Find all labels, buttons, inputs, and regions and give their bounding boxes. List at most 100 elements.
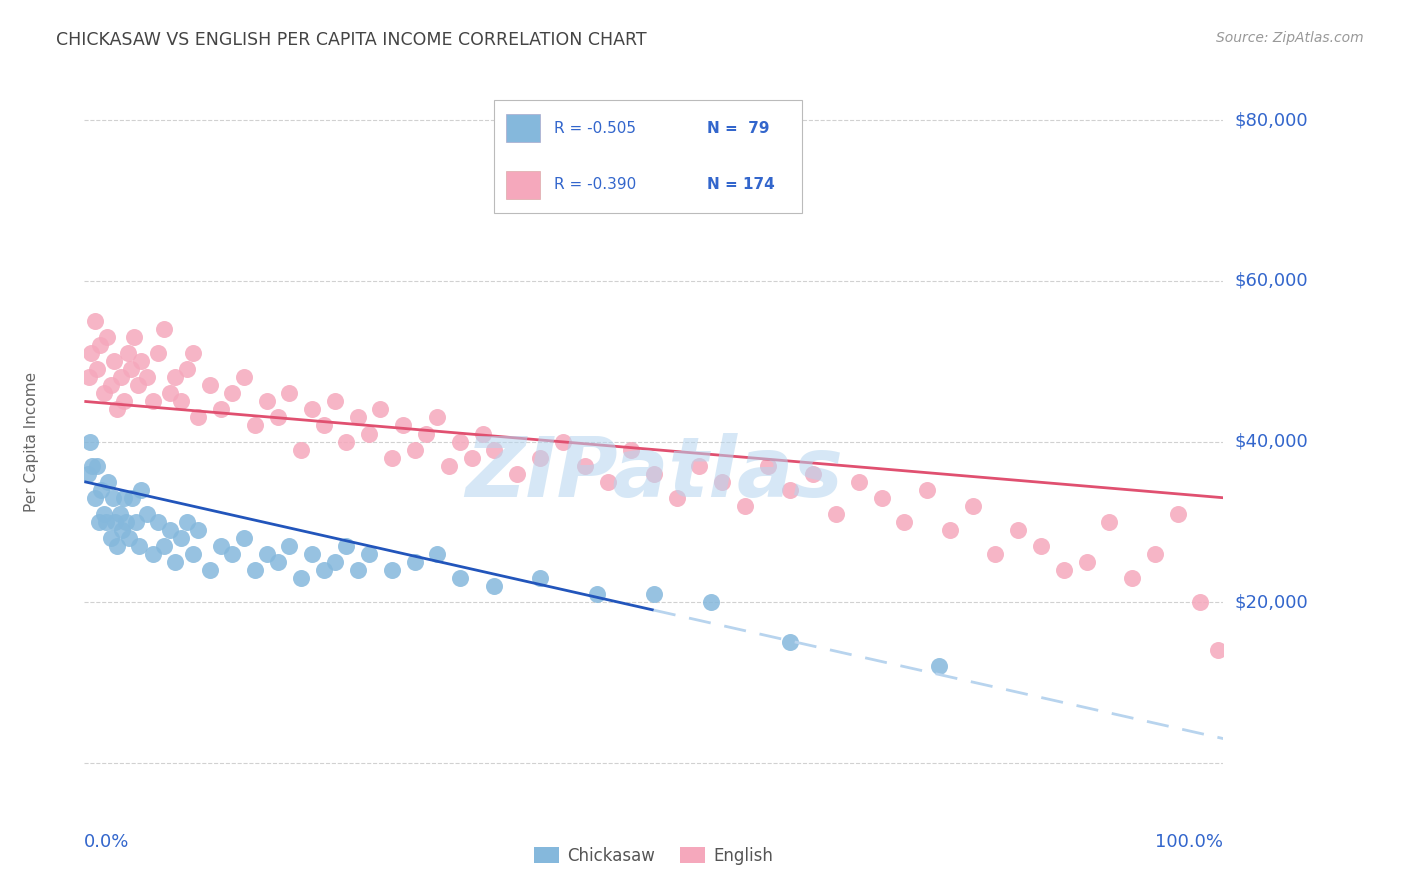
Point bbox=[915, 483, 938, 497]
Point bbox=[103, 354, 125, 368]
Point bbox=[278, 386, 301, 401]
Point bbox=[335, 539, 357, 553]
Point bbox=[256, 394, 278, 409]
Point bbox=[529, 571, 551, 585]
Point bbox=[1076, 555, 1098, 569]
Point bbox=[110, 370, 132, 384]
Point bbox=[108, 507, 131, 521]
Point bbox=[170, 394, 193, 409]
Point bbox=[112, 491, 135, 505]
Point bbox=[198, 563, 221, 577]
Point bbox=[301, 402, 323, 417]
Point bbox=[893, 515, 915, 529]
Point bbox=[112, 394, 135, 409]
Point bbox=[209, 539, 232, 553]
Point bbox=[159, 523, 181, 537]
Point bbox=[825, 507, 848, 521]
Text: ZIPatlas: ZIPatlas bbox=[465, 434, 842, 514]
Point bbox=[232, 370, 254, 384]
Point bbox=[79, 434, 101, 449]
Point bbox=[97, 475, 120, 489]
Point bbox=[93, 386, 115, 401]
Point bbox=[245, 418, 267, 433]
Point bbox=[121, 491, 143, 505]
Point bbox=[848, 475, 870, 489]
Point bbox=[346, 410, 368, 425]
Point bbox=[1206, 643, 1229, 657]
Point bbox=[90, 483, 112, 497]
Point bbox=[392, 418, 415, 433]
Point bbox=[187, 523, 209, 537]
Point bbox=[984, 547, 1007, 561]
Point bbox=[86, 458, 108, 473]
Point bbox=[127, 378, 149, 392]
Point bbox=[148, 346, 170, 360]
Point bbox=[100, 378, 122, 392]
Point bbox=[460, 450, 482, 465]
Point bbox=[301, 547, 323, 561]
Text: $20,000: $20,000 bbox=[1234, 593, 1308, 611]
Point bbox=[83, 491, 105, 505]
Point bbox=[426, 410, 449, 425]
Text: R = -0.390: R = -0.390 bbox=[554, 178, 636, 192]
Text: R = -0.505: R = -0.505 bbox=[554, 121, 636, 136]
Point bbox=[278, 539, 301, 553]
Text: N = 174: N = 174 bbox=[707, 178, 775, 192]
Point bbox=[83, 314, 105, 328]
Bar bbox=[506, 114, 540, 143]
Point bbox=[267, 410, 290, 425]
Point bbox=[335, 434, 357, 449]
Point bbox=[187, 410, 209, 425]
Point bbox=[221, 386, 243, 401]
Point bbox=[779, 483, 801, 497]
Point bbox=[312, 418, 335, 433]
Point bbox=[1167, 507, 1189, 521]
Point bbox=[346, 563, 368, 577]
Point bbox=[598, 475, 620, 489]
Point bbox=[142, 547, 165, 561]
Point bbox=[1189, 595, 1212, 609]
Point bbox=[711, 475, 734, 489]
Point bbox=[586, 587, 609, 601]
Point bbox=[529, 450, 551, 465]
Point bbox=[370, 402, 392, 417]
Point bbox=[928, 659, 950, 673]
Point bbox=[115, 515, 138, 529]
Point bbox=[688, 458, 710, 473]
Text: $60,000: $60,000 bbox=[1234, 272, 1308, 290]
Point bbox=[404, 555, 426, 569]
Point bbox=[359, 426, 381, 441]
Point bbox=[232, 531, 254, 545]
Point bbox=[484, 442, 506, 457]
Point bbox=[181, 346, 204, 360]
Point bbox=[1007, 523, 1029, 537]
Point bbox=[643, 467, 665, 481]
Point bbox=[118, 531, 141, 545]
Point bbox=[323, 394, 346, 409]
Point bbox=[105, 402, 128, 417]
Text: Source: ZipAtlas.com: Source: ZipAtlas.com bbox=[1216, 31, 1364, 45]
Point bbox=[415, 426, 437, 441]
Point bbox=[267, 555, 290, 569]
Text: $40,000: $40,000 bbox=[1234, 433, 1308, 450]
Point bbox=[105, 539, 128, 553]
Point bbox=[1053, 563, 1076, 577]
Point bbox=[1098, 515, 1121, 529]
Point bbox=[574, 458, 596, 473]
Point bbox=[484, 579, 506, 593]
Point bbox=[76, 467, 98, 481]
Point bbox=[89, 515, 111, 529]
Point bbox=[323, 555, 346, 569]
Point bbox=[170, 531, 193, 545]
Point bbox=[620, 442, 643, 457]
Point bbox=[131, 354, 153, 368]
Point bbox=[381, 563, 404, 577]
Point bbox=[643, 587, 665, 601]
Point bbox=[1121, 571, 1143, 585]
Point bbox=[142, 394, 165, 409]
Text: CHICKASAW VS ENGLISH PER CAPITA INCOME CORRELATION CHART: CHICKASAW VS ENGLISH PER CAPITA INCOME C… bbox=[56, 31, 647, 49]
Text: Per Capita Income: Per Capita Income bbox=[24, 371, 39, 512]
Point bbox=[96, 330, 118, 344]
Point bbox=[104, 515, 127, 529]
Point bbox=[551, 434, 574, 449]
